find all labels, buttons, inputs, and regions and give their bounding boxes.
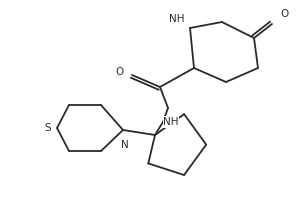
Text: N: N xyxy=(121,140,129,150)
Text: O: O xyxy=(116,67,124,77)
Text: NH: NH xyxy=(169,14,184,24)
Text: NH: NH xyxy=(163,117,179,127)
Text: O: O xyxy=(280,9,288,19)
Text: S: S xyxy=(44,123,51,133)
